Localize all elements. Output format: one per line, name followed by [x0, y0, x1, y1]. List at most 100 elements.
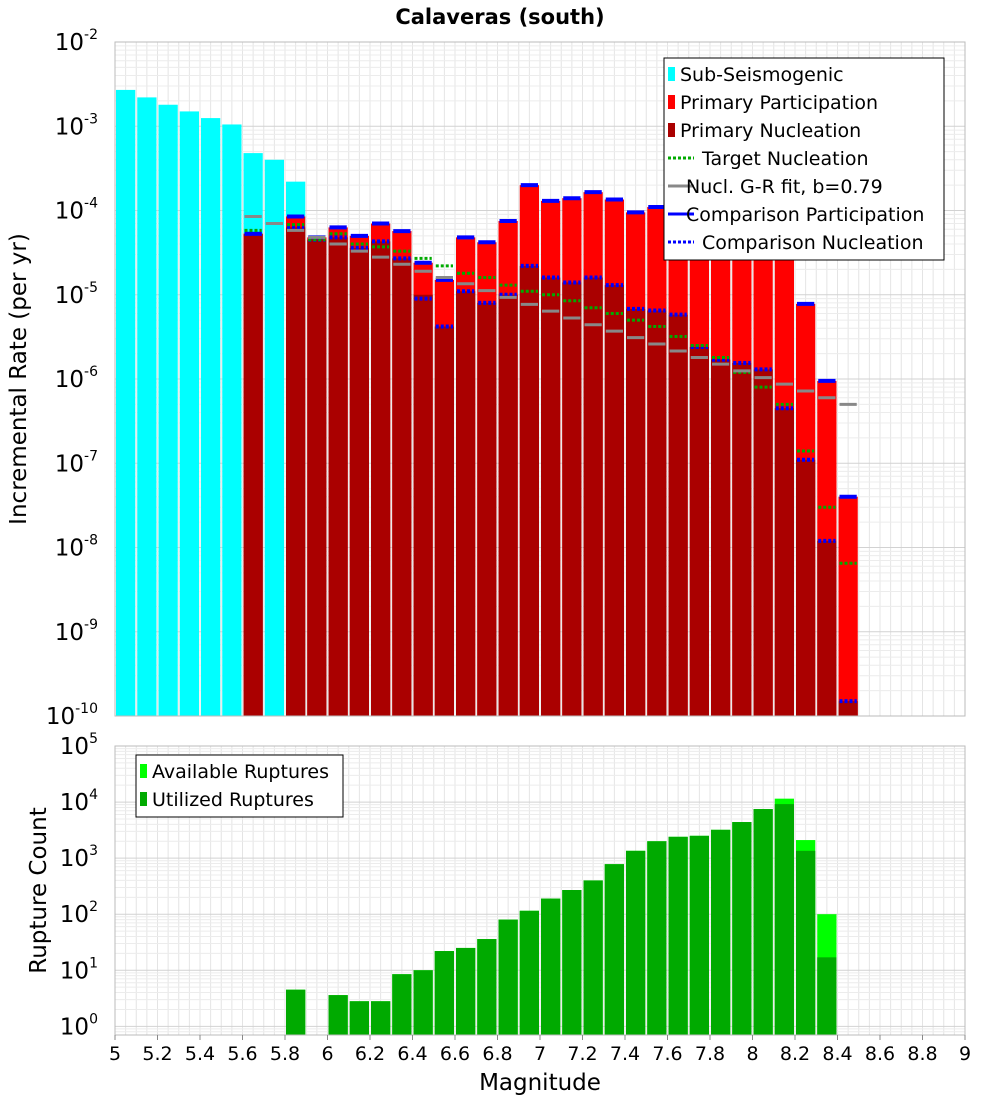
legend-swatch — [140, 764, 147, 778]
x-tick-label: 7.2 — [567, 1043, 597, 1065]
y-tick-exponent: -6 — [84, 364, 98, 380]
legend-label: Primary Nucleation — [680, 120, 861, 142]
legend-label: Sub-Seismogenic — [680, 64, 844, 86]
primary-nucleation-bar — [456, 291, 476, 716]
y-tick-label: 100 — [60, 1011, 98, 1040]
y-tick-base: 10 — [55, 199, 84, 225]
y-tick-base: 10 — [60, 958, 89, 984]
primary-nucleation-bar — [604, 285, 624, 716]
y-tick-label: 10-6 — [55, 364, 98, 393]
legend-swatch — [668, 95, 675, 109]
y-tick-label: 10-5 — [55, 280, 98, 309]
y-tick-label: 104 — [60, 787, 98, 816]
legend: Sub-Seismogenic Primary Participation Prim… — [663, 57, 945, 261]
x-tick-label: 9 — [959, 1043, 971, 1065]
utilized-ruptures-bar — [349, 1001, 369, 1035]
utilized-ruptures-bar — [774, 804, 794, 1035]
y-tick-label: 10-8 — [55, 533, 98, 562]
y-tick-label: 102 — [60, 899, 98, 928]
y-tick-label: 101 — [60, 955, 98, 984]
sub-seismogenic-bars — [116, 89, 306, 717]
x-tick-label: 7 — [534, 1043, 546, 1065]
x-tick-labels: 5 5.2 5.4 5.6 5.8 6 6.2 6.4 6.6 6.8 7 7.2 7.4 7.6 7.8 8… — [109, 1035, 971, 1065]
y-tick-base: 10 — [60, 902, 89, 928]
legend-label: Nucl. G-R fit, b=0.79 — [686, 176, 883, 198]
primary-nucleation-bar — [434, 326, 454, 716]
y-tick-exponent: -10 — [75, 701, 98, 717]
y-tick-label: 105 — [60, 731, 98, 760]
utilized-ruptures-bar — [371, 1001, 391, 1035]
primary-nucleation-bar — [583, 277, 603, 716]
y-axis-label: Rupture Count — [26, 807, 52, 973]
primary-nucleation-bar — [498, 294, 518, 716]
y-axis-label: Incremental Rate (per yr) — [6, 233, 32, 525]
legend-box — [663, 57, 945, 261]
y-tick-base: 10 — [55, 30, 84, 56]
x-tick-label: 8.4 — [822, 1043, 852, 1065]
primary-nucleation-bar — [668, 314, 688, 716]
y-tick-label: 10-3 — [55, 111, 98, 140]
primary-nucleation-bar — [328, 237, 348, 717]
chart-title: Calaveras (south) — [395, 5, 604, 29]
primary-nucleation-bar — [647, 310, 667, 716]
y-tick-exponent: 2 — [89, 899, 98, 915]
x-tick-label: 8.6 — [865, 1043, 895, 1065]
primary-nucleation-bar — [753, 369, 773, 716]
x-tick-label: 5 — [109, 1043, 121, 1065]
x-tick-label: 8 — [746, 1043, 758, 1065]
x-tick-label: 8.2 — [780, 1043, 810, 1065]
utilized-ruptures-bar — [434, 951, 454, 1035]
primary-nucleation-bar — [307, 239, 327, 716]
y-tick-exponent: -5 — [84, 280, 98, 296]
primary-participation-bar — [838, 496, 858, 716]
x-tick-label: 6.6 — [440, 1043, 470, 1065]
utilized-ruptures-bar — [456, 947, 476, 1035]
y-tick-base: 10 — [60, 734, 89, 760]
y-tick-base: 10 — [55, 283, 84, 309]
legend-label: Comparison Nucleation — [702, 232, 924, 254]
y-tick-exponent: 3 — [89, 843, 98, 859]
y-tick-exponent: 5 — [89, 731, 98, 747]
x-tick-label: 7.4 — [610, 1043, 640, 1065]
primary-nucleation-bar — [562, 282, 582, 716]
utilized-ruptures-bar — [541, 898, 561, 1035]
y-tick-label: 10-4 — [55, 196, 98, 225]
primary-nucleation-bar — [392, 258, 412, 716]
utilized-ruptures-bar — [562, 890, 582, 1035]
primary-nucleation-bar — [413, 294, 433, 716]
y-tick-base: 10 — [46, 704, 75, 730]
sub-seismogenic-bar — [201, 118, 221, 717]
rate-panel: 10-1010-910-810-710-610-510-410-310-2Inc… — [6, 27, 966, 730]
y-tick-exponent: -8 — [84, 533, 98, 549]
primary-nucleation-bars — [243, 227, 858, 717]
primary-nucleation-bar — [519, 265, 539, 716]
primary-nucleation-bar — [286, 227, 306, 716]
primary-nucleation-bar — [817, 540, 837, 716]
primary-nucleation-bar — [711, 359, 731, 716]
plot-frame — [114, 41, 966, 717]
y-tick-base: 10 — [55, 451, 84, 477]
y-tick-base: 10 — [55, 367, 84, 393]
x-tick-label: 6.8 — [482, 1043, 512, 1065]
y-tick-exponent: -4 — [84, 196, 98, 212]
legend: Available Ruptures Utilized Ruptures — [135, 754, 344, 818]
y-tick-label: 10-10 — [46, 701, 98, 730]
utilized-ruptures-bar — [796, 850, 816, 1035]
utilized-ruptures-bar — [583, 880, 603, 1035]
primary-nucleation-bar — [541, 277, 561, 716]
sub-seismogenic-bar — [264, 159, 284, 717]
x-axis-label: Magnitude — [479, 1070, 601, 1096]
primary-nucleation-bar — [838, 701, 858, 716]
y-tick-label: 10-9 — [55, 617, 98, 646]
primary-nucleation-bar — [371, 241, 391, 716]
legend-label: Available Ruptures — [152, 761, 329, 783]
utilized-ruptures-bar — [711, 829, 731, 1035]
sub-seismogenic-bar — [179, 111, 199, 717]
sub-seismogenic-bar — [137, 97, 157, 717]
sub-seismogenic-bar — [116, 89, 136, 717]
x-tick-label: 5.2 — [142, 1043, 172, 1065]
utilized-ruptures-bar — [286, 989, 306, 1035]
utilized-ruptures-bar — [413, 970, 433, 1035]
